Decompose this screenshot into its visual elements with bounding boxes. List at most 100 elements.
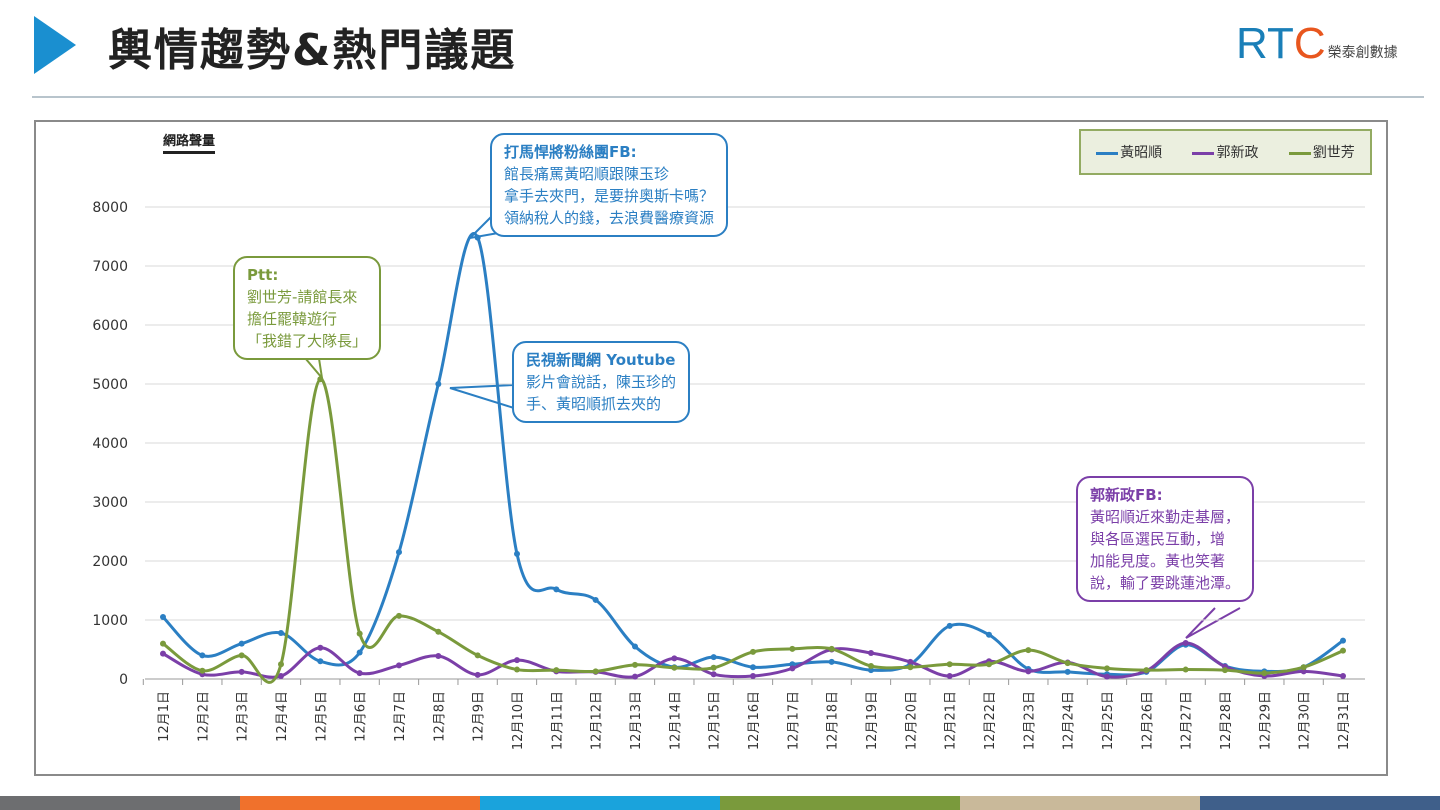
- data-point: [199, 652, 206, 659]
- data-point: [632, 643, 638, 650]
- x-tick-label: 12月10日: [511, 691, 526, 750]
- y-tick-label: 1000: [92, 613, 128, 629]
- x-tick-label: 12月27日: [1180, 691, 1195, 750]
- x-tick-label: 12月17日: [786, 691, 801, 750]
- x-tick-label: 12月23日: [1022, 691, 1037, 750]
- footer-segment: [480, 796, 720, 810]
- data-point: [710, 671, 717, 678]
- data-point: [514, 550, 520, 557]
- x-tick-label: 12月24日: [1062, 691, 1077, 750]
- data-point: [1025, 668, 1032, 675]
- x-tick-label: 12月1日: [157, 691, 172, 742]
- data-point: [514, 666, 520, 673]
- data-point: [553, 667, 560, 674]
- data-point: [986, 661, 992, 668]
- data-point: [1222, 667, 1228, 674]
- data-point: [868, 650, 874, 657]
- data-point: [1064, 660, 1071, 667]
- x-tick-label: 12月31日: [1337, 691, 1352, 750]
- footer-segment: [240, 796, 480, 810]
- footer-segment: [1200, 796, 1440, 810]
- data-point: [828, 645, 835, 652]
- x-tick-label: 12月28日: [1219, 691, 1234, 750]
- x-tick-label: 12月25日: [1101, 691, 1116, 750]
- legend-item-liu: 劉世芳: [1288, 142, 1355, 162]
- data-point: [710, 664, 717, 671]
- y-tick-label: 0: [119, 672, 128, 688]
- y-tick-label: 6000: [92, 318, 128, 334]
- data-point: [1104, 665, 1110, 672]
- data-point: [474, 652, 481, 659]
- data-point: [356, 670, 363, 677]
- logo-subtitle: 榮泰創數據: [1327, 45, 1398, 61]
- data-point: [671, 655, 678, 662]
- data-point: [278, 673, 284, 680]
- divider: [32, 96, 1424, 98]
- page-title: 輿情趨勢&熱門議題: [108, 25, 517, 76]
- x-tick-label: 12月4日: [275, 691, 290, 742]
- series-line-1: [162, 641, 1344, 679]
- x-tick-label: 12月11日: [550, 691, 565, 750]
- footer-segment: [720, 796, 960, 810]
- x-tick-label: 12月15日: [708, 691, 723, 750]
- x-tick-label: 12月30日: [1298, 691, 1313, 750]
- data-point: [356, 630, 363, 637]
- data-point: [946, 661, 953, 668]
- data-point: [868, 667, 874, 674]
- x-tick-label: 12月6日: [354, 691, 369, 742]
- callout-ptt: Ptt: 劉世芳-請館長來 擔任罷韓遊行 「我錯了大隊長」: [233, 256, 382, 360]
- data-point: [750, 648, 756, 655]
- data-point: [1182, 640, 1189, 647]
- data-point: [278, 661, 284, 668]
- data-point: [946, 673, 953, 680]
- logo: RT C 榮泰創數據: [1236, 22, 1398, 66]
- data-point: [238, 640, 245, 647]
- x-tick-label: 12月26日: [1140, 691, 1155, 750]
- data-point: [199, 667, 206, 674]
- data-point: [160, 640, 166, 647]
- data-point: [1182, 666, 1189, 673]
- x-tick-label: 12月18日: [826, 691, 841, 750]
- data-point: [238, 652, 245, 659]
- data-point: [317, 644, 324, 651]
- data-point: [514, 657, 520, 664]
- x-tick-label: 12月19日: [865, 691, 880, 750]
- callout-youtube: 民視新聞網 Youtube 影片會說話，陳玉珍的 手、黃昭順抓去夾的: [512, 341, 691, 423]
- footer-segment: [960, 796, 1200, 810]
- y-tick-label: 5000: [92, 377, 128, 393]
- data-point: [907, 658, 914, 665]
- callout-kuo-fb: 郭新政FB: 黃昭順近來勤走基層， 與各區選民互動，增 加能見度。黃也笑著 說，輸了要跳…: [1076, 476, 1255, 602]
- x-tick-label: 12月14日: [668, 691, 683, 750]
- data-point: [1143, 667, 1150, 674]
- callout-fb-fans: 打馬悍將粉絲團FB: 館長痛罵黃昭順跟陳玉珍 拿手去夾門，是要拚奧斯卡嗎？ 領納稅人的…: [490, 133, 729, 237]
- callout-tail: [449, 384, 515, 409]
- x-tick-label: 12月20日: [904, 691, 919, 750]
- x-tick-label: 12月2日: [196, 691, 211, 742]
- data-point: [789, 645, 796, 652]
- data-point: [750, 664, 756, 671]
- data-point: [317, 658, 324, 665]
- data-point: [1025, 647, 1032, 654]
- data-point: [750, 673, 756, 680]
- data-point: [1104, 673, 1110, 680]
- data-point: [553, 586, 560, 593]
- data-point: [160, 614, 166, 621]
- callout-tail: [1185, 607, 1241, 639]
- legend-item-huang: 黃昭順: [1096, 142, 1162, 162]
- data-point: [986, 631, 992, 638]
- data-point: [671, 664, 678, 671]
- data-point: [396, 549, 402, 556]
- y-tick-label: 2000: [92, 554, 128, 570]
- x-tick-label: 12月22日: [983, 691, 998, 750]
- data-point: [789, 661, 796, 668]
- y-axis-label: 網路聲量: [163, 130, 216, 154]
- y-tick-label: 8000: [92, 200, 128, 216]
- data-point: [435, 628, 442, 635]
- data-point: [1261, 670, 1268, 677]
- data-point: [238, 668, 245, 675]
- y-tick-label: 7000: [92, 259, 128, 275]
- x-tick-label: 12月16日: [747, 691, 762, 750]
- x-tick-label: 12月3日: [236, 691, 251, 742]
- data-point: [1064, 668, 1071, 675]
- x-tick-label: 12月9日: [472, 691, 487, 742]
